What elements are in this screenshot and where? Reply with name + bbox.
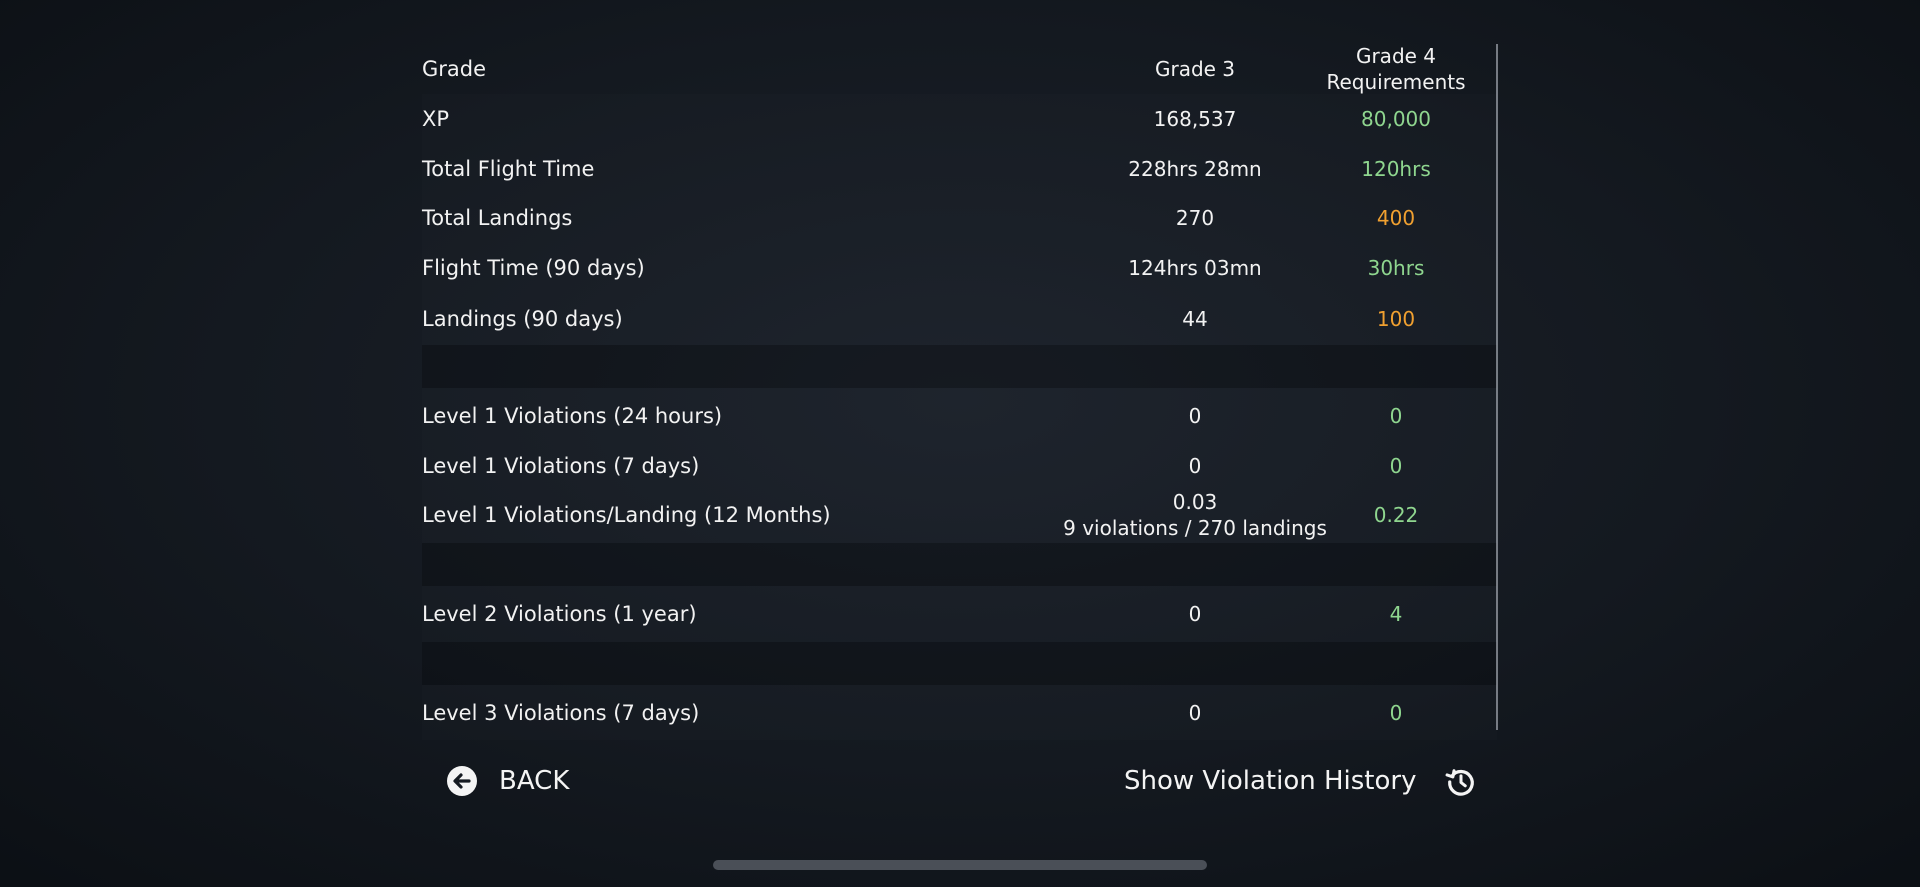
row-label: XP: [422, 107, 450, 131]
row-required-value: 120hrs: [1361, 156, 1431, 181]
header-next-grade: Grade 4 Requirements: [1326, 43, 1465, 95]
grade-requirements-table[interactable]: Grade Grade 3 Grade 4 Requirements XP 16…: [422, 44, 1497, 740]
row-label: Flight Time (90 days): [422, 255, 645, 280]
row-current-value: 0: [1188, 453, 1202, 478]
row-required-value: 4: [1389, 602, 1403, 626]
section-divider: [422, 642, 1497, 685]
show-violation-history-button[interactable]: Show Violation History: [1124, 759, 1477, 803]
row-required-value: 100: [1376, 306, 1416, 331]
table-row-xp: XP 168,537 80,000: [422, 94, 1497, 144]
home-indicator: [713, 860, 1207, 870]
header-next-grade-subtitle: Requirements: [1326, 70, 1466, 94]
row-current-value: 270: [1175, 206, 1215, 230]
row-required-value: 400: [1376, 206, 1416, 230]
row-label: Landings (90 days): [422, 306, 623, 331]
row-required-value: 0: [1389, 453, 1403, 478]
row-current-value: 228hrs 28mn: [1128, 156, 1262, 181]
row-current-value: 0: [1188, 404, 1202, 428]
show-violation-history-label: Show Violation History: [1124, 766, 1417, 796]
header-next-grade-title: Grade 4: [1355, 44, 1437, 68]
header-current-grade: Grade 3: [1154, 57, 1236, 81]
table-row-total-landings: Total Landings 270 400: [422, 193, 1497, 243]
back-button-label: BACK: [499, 766, 570, 796]
section-divider: [422, 543, 1497, 586]
row-label: Level 1 Violations/Landing (12 Months): [422, 503, 831, 527]
table-row-level1-violations-7d: Level 1 Violations (7 days) 0 0: [422, 444, 1497, 487]
table-row-total-flight-time: Total Flight Time 228hrs 28mn 120hrs: [422, 144, 1497, 193]
row-current-value: 168,537: [1153, 107, 1237, 131]
row-current-value: 124hrs 03mn: [1128, 255, 1262, 280]
section-divider: [422, 345, 1497, 388]
table-header-row: Grade Grade 3 Grade 4 Requirements: [422, 44, 1497, 94]
header-grade-label: Grade: [422, 57, 487, 81]
history-clock-icon: [1445, 765, 1477, 797]
row-required-value: 30hrs: [1367, 255, 1425, 280]
table-row-level1-violations-per-landing: Level 1 Violations/Landing (12 Months) 0…: [422, 487, 1497, 543]
table-row-level3-violations-7d: Level 3 Violations (7 days) 0 0: [422, 685, 1497, 740]
back-button[interactable]: BACK: [446, 759, 569, 803]
table-row-level2-violations-1y: Level 2 Violations (1 year) 0 4: [422, 586, 1497, 642]
row-label: Level 2 Violations (1 year): [422, 602, 697, 626]
row-current-value: 0: [1188, 602, 1202, 626]
violation-rate-detail: 9 violations / 270 landings: [1063, 516, 1327, 540]
row-label: Total Flight Time: [422, 156, 595, 181]
table-row-landings-90-days: Landings (90 days) 44 100: [422, 292, 1497, 345]
row-required-value: 80,000: [1361, 107, 1431, 131]
row-current-value: 0.03 9 violations / 270 landings: [1063, 489, 1327, 541]
row-current-value: 44: [1182, 306, 1208, 331]
arrow-left-circle-icon: [446, 765, 478, 797]
table-scrollbar[interactable]: [1496, 44, 1498, 730]
row-required-value: 0: [1389, 700, 1403, 725]
table-row-level1-violations-24h: Level 1 Violations (24 hours) 0 0: [422, 388, 1497, 444]
table-row-flight-time-90-days: Flight Time (90 days) 124hrs 03mn 30hrs: [422, 243, 1497, 292]
row-label: Level 1 Violations (24 hours): [422, 404, 723, 428]
row-label: Total Landings: [422, 206, 573, 230]
row-current-value: 0: [1188, 700, 1202, 725]
row-label: Level 3 Violations (7 days): [422, 700, 700, 725]
row-label: Level 1 Violations (7 days): [422, 453, 700, 478]
violation-rate: 0.03: [1172, 490, 1218, 514]
row-required-value: 0.22: [1373, 503, 1419, 527]
row-required-value: 0: [1389, 404, 1403, 428]
